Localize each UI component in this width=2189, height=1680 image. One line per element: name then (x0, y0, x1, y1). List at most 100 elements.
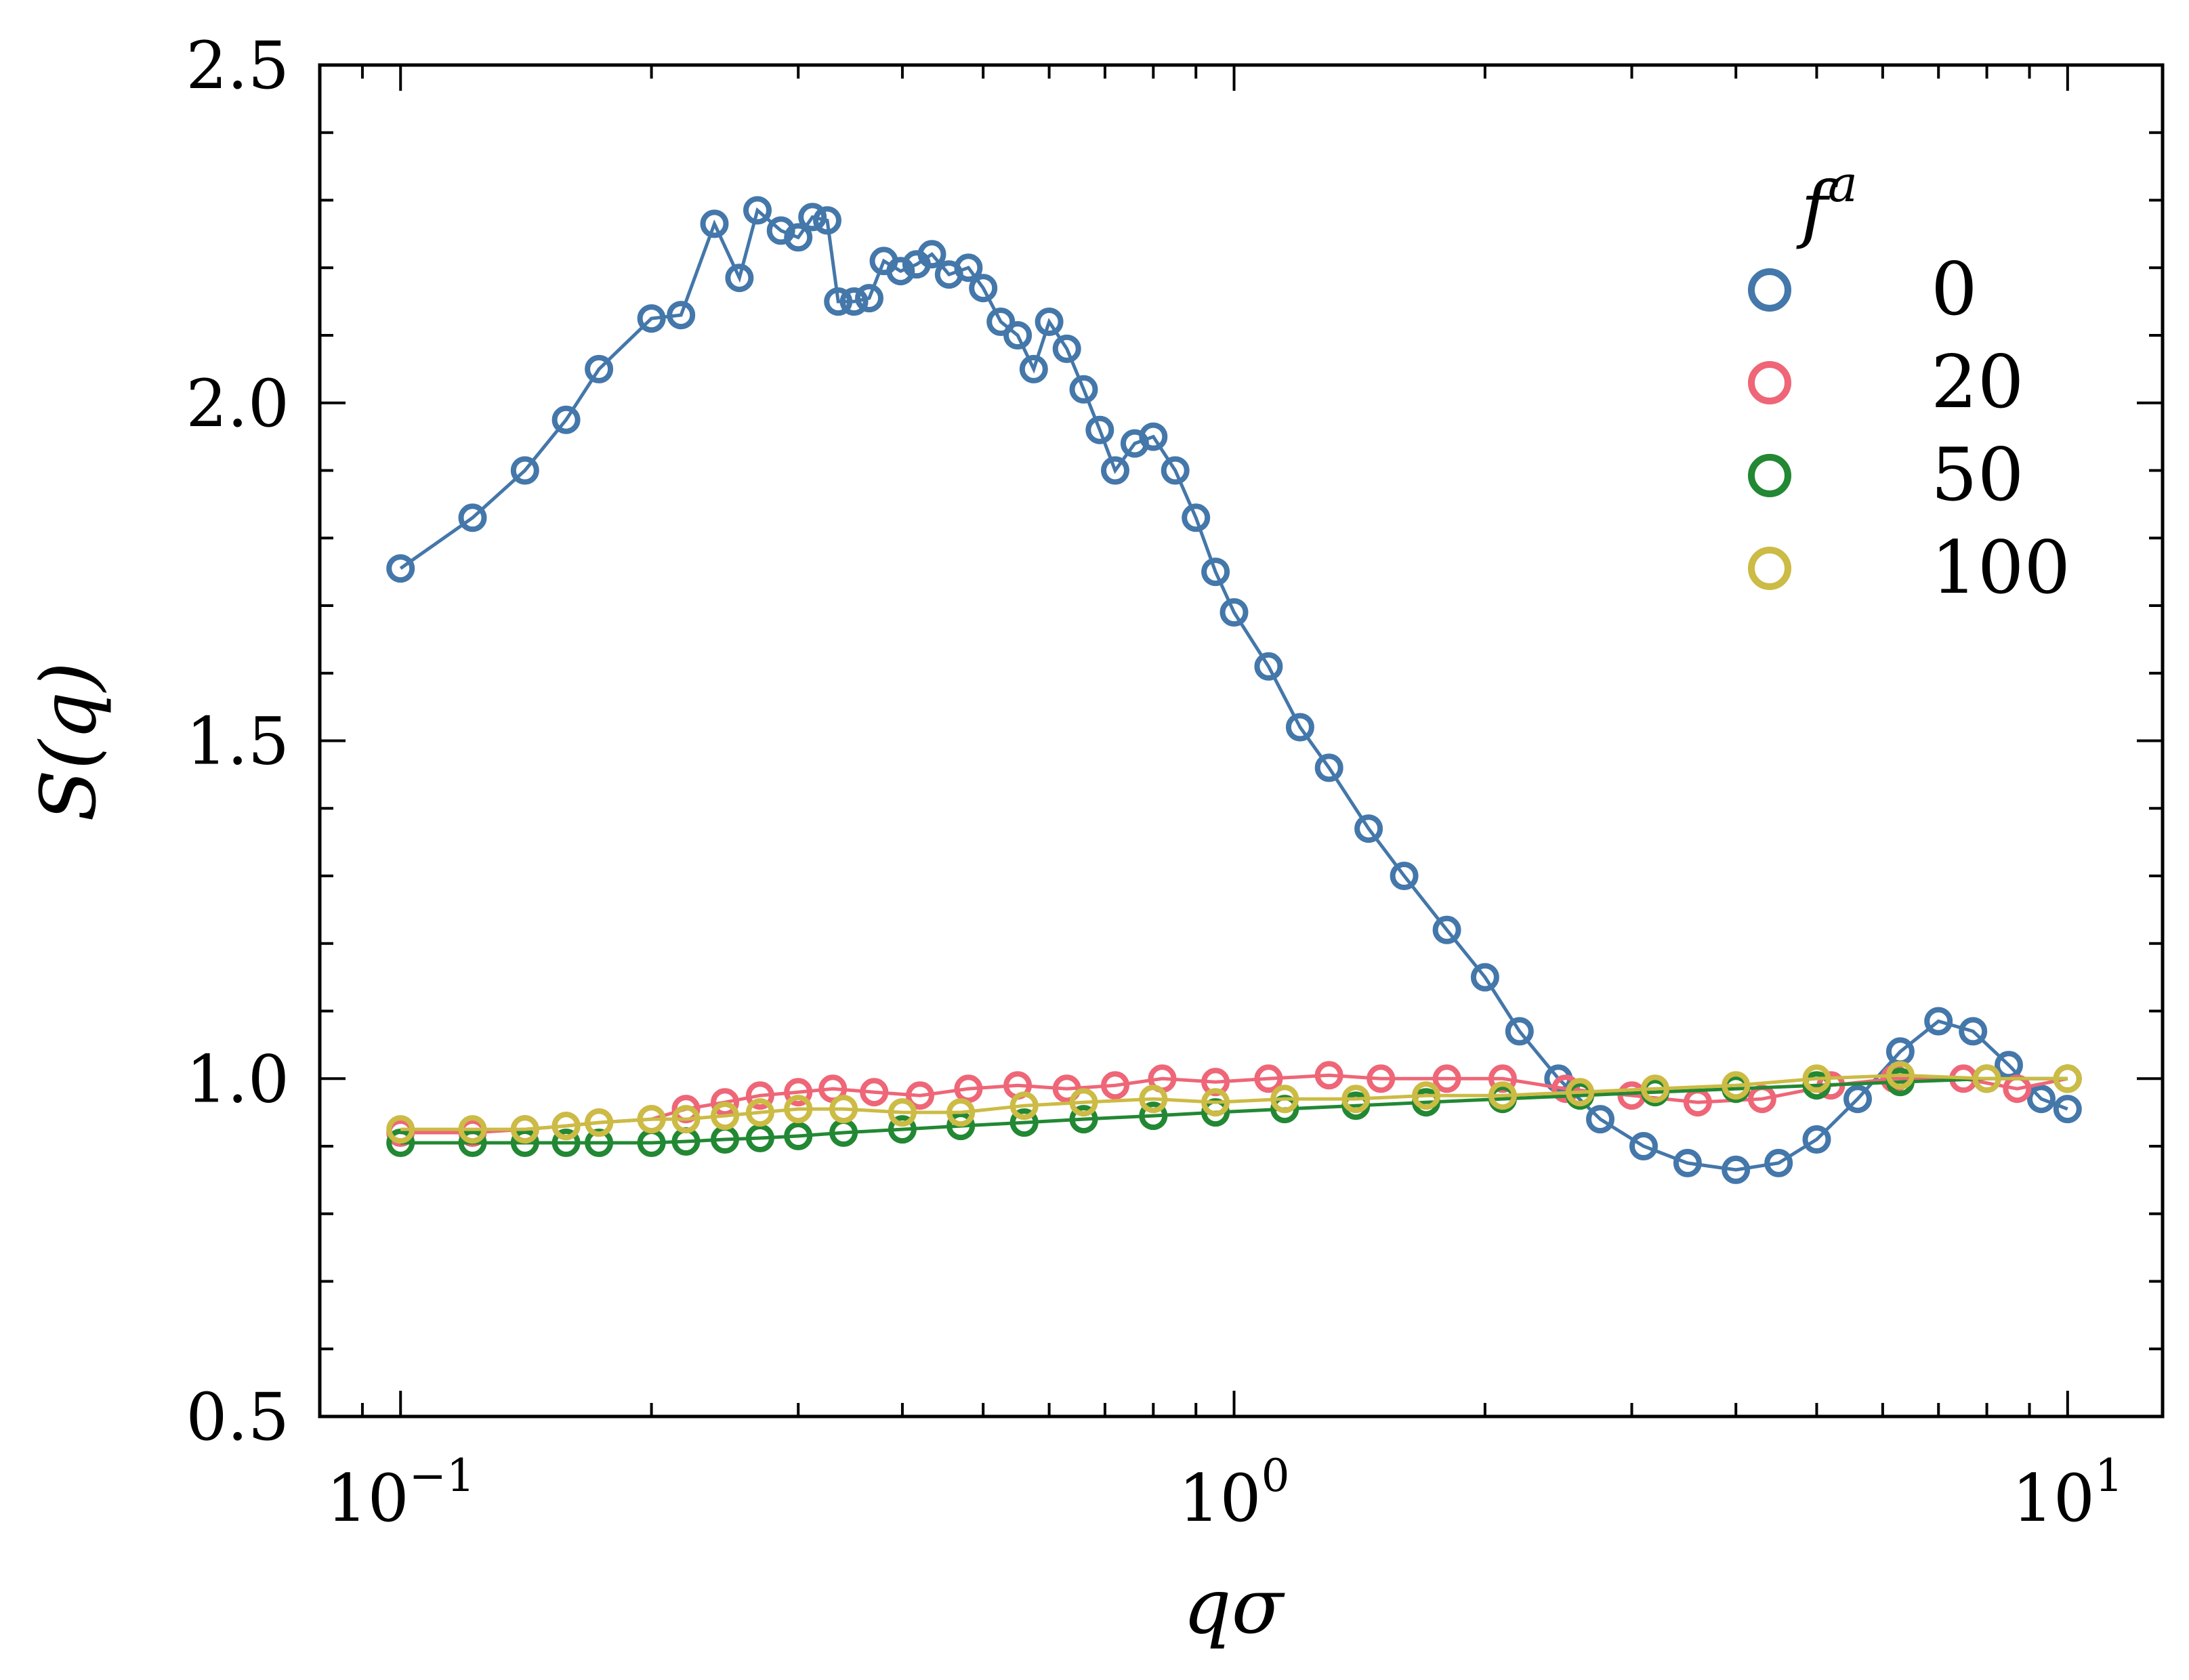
data-point (888, 1098, 917, 1127)
data-point (510, 456, 539, 485)
data-point (1085, 415, 1114, 444)
data-point (969, 274, 998, 303)
data-point (2027, 1085, 2056, 1114)
data-point (860, 1078, 889, 1107)
data-point (1052, 334, 1081, 363)
data-point (1995, 1051, 2023, 1080)
x-tick-label: 100 (1178, 1450, 1289, 1536)
data-point (1972, 1064, 2001, 1093)
data-point (1201, 1088, 1230, 1117)
data-point (798, 203, 827, 232)
data-point (1101, 1071, 1129, 1100)
legend-entry-0: 0 (1748, 247, 1978, 332)
data-point (1139, 1101, 1168, 1131)
data-point (1432, 915, 1461, 944)
data-point (1009, 1091, 1039, 1120)
data-point (1201, 558, 1230, 587)
data-point (386, 1129, 415, 1157)
data-point (551, 1129, 581, 1157)
data-point (946, 1098, 976, 1127)
data-point (585, 354, 614, 383)
data-point (1843, 1085, 1872, 1114)
data-point (1052, 1074, 1081, 1104)
legend-marker (1748, 268, 1791, 312)
data-point (784, 1122, 813, 1150)
data-point (551, 405, 581, 434)
data-point (946, 1112, 976, 1141)
data-point (1802, 1064, 1831, 1093)
data-point (954, 1074, 983, 1104)
legend-marker (1748, 454, 1791, 497)
data-point (1367, 1064, 1396, 1093)
legend-label: 0 (1931, 247, 1978, 332)
data-point (1019, 354, 1048, 383)
data-point (1586, 1105, 1614, 1134)
data-point (1641, 1074, 1669, 1104)
data-point (906, 1081, 934, 1110)
y-axis-label: S(q) (25, 662, 113, 822)
data-point (711, 1088, 739, 1117)
data-point (1314, 1061, 1343, 1090)
x-axis-label: qσ (1183, 1563, 1285, 1651)
y-tick-label: 1.5 (186, 704, 289, 780)
series-line-0 (399, 207, 2068, 1172)
data-point (1069, 1088, 1098, 1117)
data-point (784, 223, 813, 252)
data-point (784, 1095, 813, 1124)
ticks-layer (318, 64, 2163, 1418)
data-point (458, 503, 487, 532)
data-point (1285, 713, 1314, 742)
data-point (725, 264, 754, 293)
data-point (1003, 321, 1033, 350)
data-point (585, 1129, 614, 1157)
data-point (386, 554, 415, 583)
data-point (1219, 598, 1249, 627)
data-point (1069, 375, 1098, 404)
data-point (1488, 1081, 1517, 1110)
legend-marker (1748, 547, 1791, 590)
data-point (1354, 814, 1383, 843)
legend-label: 50 (1931, 433, 2024, 518)
data-point (1182, 503, 1211, 532)
data-point (1101, 456, 1129, 485)
y-tick-label: 2.0 (186, 366, 289, 442)
data-point (917, 240, 946, 269)
data-point (1254, 652, 1283, 681)
data-point (886, 257, 915, 286)
data-point (824, 287, 853, 316)
data-point (745, 1098, 774, 1127)
data-point (986, 308, 1016, 336)
data-point (1629, 1132, 1658, 1160)
legend-entry-100: 100 (1748, 526, 2070, 610)
data-point (1069, 1105, 1098, 1134)
data-point (839, 287, 869, 316)
data-point (1139, 1085, 1168, 1114)
legend-title-sup: a (1828, 155, 1858, 213)
tick-labels-layer: 0.5 1.0 1.5 2.0 2.5 10−1 100 101 (186, 28, 2123, 1536)
data-point (1412, 1081, 1440, 1110)
data-point (458, 1129, 487, 1157)
data-point (551, 1112, 581, 1141)
x-tick-label: 10−1 (327, 1450, 475, 1536)
y-tick-label: 1.0 (186, 1041, 289, 1117)
data-point (954, 253, 983, 282)
series-100 (386, 1061, 2082, 1144)
y-tick-label: 0.5 (186, 1379, 289, 1455)
data-point (784, 1078, 813, 1107)
data-point (1924, 1007, 1953, 1036)
data-point (386, 1115, 415, 1144)
data-point (1551, 1074, 1581, 1104)
data-point (2053, 1095, 2082, 1124)
series-line-50 (400, 1076, 2068, 1145)
x-tick-label: 101 (2012, 1450, 2123, 1536)
data-point (743, 196, 772, 225)
data-point (1470, 963, 1499, 992)
data-point (711, 1101, 739, 1131)
legend-label: 20 (1931, 340, 2024, 425)
data-point (667, 301, 696, 330)
data-point (1314, 753, 1343, 782)
data-point (1390, 862, 1419, 890)
